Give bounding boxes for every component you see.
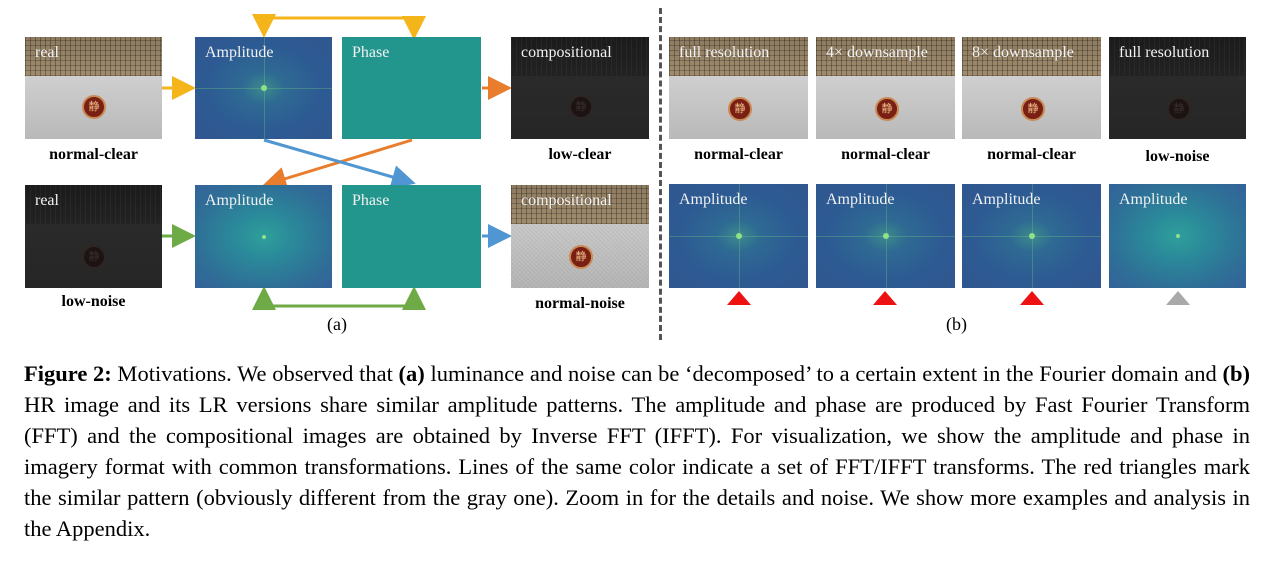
caption-text-2: luminance and noise can be ‘decomposed’ … <box>424 361 1223 386</box>
amplitude-label: Amplitude <box>679 191 748 208</box>
photo-label: full resolution <box>1119 44 1210 61</box>
arrow-blue-cross <box>263 138 416 189</box>
red-triangle-marker <box>1020 291 1044 305</box>
caption-ref-a: (a) <box>398 361 425 386</box>
amplitude-b-1: Amplitude <box>669 184 808 288</box>
caption-b-2: normal-clear <box>841 146 930 163</box>
photo-label: real <box>35 192 59 209</box>
panel-b-label: (b) <box>946 314 967 334</box>
photo-label: full resolution <box>679 44 770 61</box>
compositional-label: compositional <box>521 44 612 61</box>
caption-normal-clear: normal-clear <box>49 146 138 163</box>
photo-b-3: 静 8× downsample <box>962 37 1101 139</box>
figure-number: Figure 2: <box>24 361 112 386</box>
amplitude-label: Amplitude <box>1119 191 1188 208</box>
phase-label: Phase <box>352 44 390 61</box>
photo-label: 8× downsample <box>972 44 1074 61</box>
arrow-yellow-bracket <box>262 16 426 40</box>
seal-icon: 静 <box>875 97 899 121</box>
amplitude-top: Amplitude <box>195 37 332 139</box>
photo-label: real <box>35 44 59 61</box>
amplitude-label: Amplitude <box>205 192 274 209</box>
phase-label: Phase <box>352 192 390 209</box>
red-triangle-marker <box>873 291 897 305</box>
arrow-green-bracket <box>262 294 416 308</box>
amplitude-label: Amplitude <box>205 44 274 61</box>
caption-text-3: HR image and its LR versions share simil… <box>24 392 1250 541</box>
panel-divider <box>659 8 662 340</box>
seal-icon: 静 <box>1167 97 1191 121</box>
caption-b-3: normal-clear <box>987 146 1076 163</box>
seal-icon: 静 <box>569 245 593 269</box>
amplitude-label: Amplitude <box>972 191 1041 208</box>
photo-label: 4× downsample <box>826 44 928 61</box>
caption-b-1: normal-clear <box>694 146 783 163</box>
caption-text-1: Motivations. We observed that <box>111 361 399 386</box>
figure-caption: Figure 2: Motivations. We observed that … <box>24 358 1250 544</box>
photo-real-normal-clear: 静 real <box>25 37 162 139</box>
amplitude-b-3: Amplitude <box>962 184 1101 288</box>
caption-low-noise: low-noise <box>61 293 126 310</box>
photo-b-4: 静 full resolution <box>1109 37 1246 139</box>
caption-normal-noise: normal-noise <box>535 295 625 312</box>
caption-ref-b: (b) <box>1222 361 1250 386</box>
gray-triangle-marker <box>1166 291 1190 305</box>
caption-b-4: low-noise <box>1145 148 1210 165</box>
photo-b-1: 静 full resolution <box>669 37 808 139</box>
photo-b-2: 静 4× downsample <box>816 37 955 139</box>
seal-icon: 静 <box>728 97 752 121</box>
seal-icon: 静 <box>569 95 593 119</box>
seal-icon: 静 <box>1021 97 1045 121</box>
phase-top: Phase <box>342 37 481 139</box>
phase-bottom: Phase <box>342 185 481 288</box>
amplitude-b-4: Amplitude <box>1109 184 1246 288</box>
seal-icon: 静 <box>82 245 106 269</box>
panel-a-label: (a) <box>327 314 347 334</box>
caption-low-clear: low-clear <box>548 146 612 163</box>
photo-compositional-normal-noise: 静 compositional <box>511 185 649 288</box>
photo-compositional-low-clear: 静 compositional <box>511 37 649 139</box>
panel-a-arrows <box>162 14 512 310</box>
amplitude-label: Amplitude <box>826 191 895 208</box>
compositional-label: compositional <box>521 192 612 209</box>
photo-real-low-noise: 静 real <box>25 185 162 288</box>
red-triangle-marker <box>727 291 751 305</box>
seal-icon: 静 <box>82 95 106 119</box>
amplitude-b-2: Amplitude <box>816 184 955 288</box>
amplitude-bottom: Amplitude <box>195 185 332 288</box>
